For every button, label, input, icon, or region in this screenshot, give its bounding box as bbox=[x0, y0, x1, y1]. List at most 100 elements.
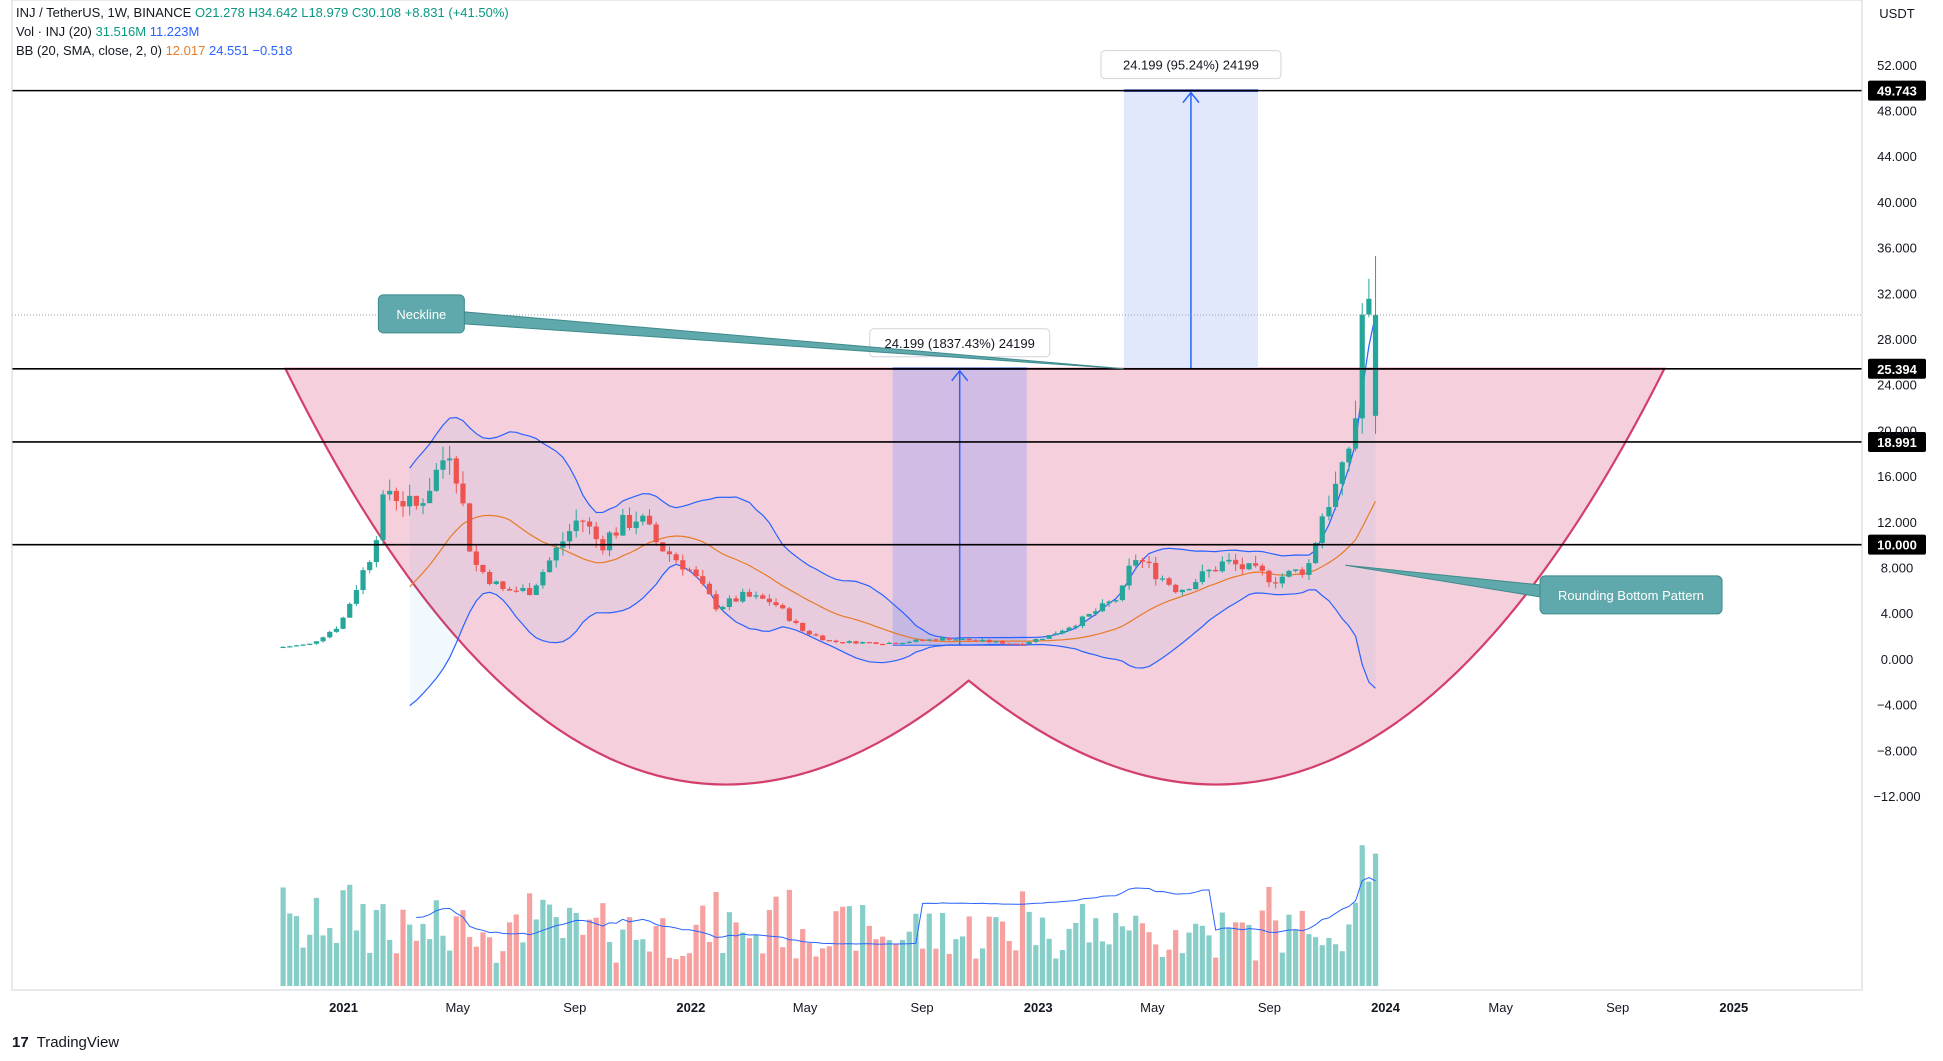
candle-body bbox=[593, 526, 599, 540]
volume-bar bbox=[913, 913, 919, 986]
measure-arrow-head-icon bbox=[1182, 91, 1200, 104]
volume-bar bbox=[673, 959, 679, 986]
bb-lower-value: −0.518 bbox=[252, 43, 293, 58]
candle-body bbox=[959, 638, 966, 641]
bb-upper-line bbox=[409, 314, 1377, 639]
candle-body bbox=[946, 637, 952, 640]
volume-bar bbox=[793, 958, 799, 986]
ohlc-close: C30.108 bbox=[351, 5, 401, 20]
tradingview-footer[interactable]: 17 TradingView bbox=[12, 1034, 119, 1051]
candle-body bbox=[440, 460, 446, 470]
symbol-label[interactable]: INJ / TetherUS, 1W, BINANCE bbox=[16, 5, 192, 20]
volume-bar bbox=[1239, 922, 1245, 986]
volume-bar bbox=[873, 939, 879, 986]
volume-bar bbox=[287, 913, 293, 986]
volume-bar bbox=[946, 953, 952, 986]
measure-label-box bbox=[1100, 50, 1282, 80]
currency-label: USDT bbox=[1879, 6, 1914, 21]
volume-bar bbox=[886, 940, 892, 986]
volume-bar bbox=[333, 943, 340, 986]
candle-body bbox=[1259, 565, 1265, 571]
volume-bar bbox=[1319, 945, 1325, 986]
candle-body bbox=[387, 490, 393, 495]
volume-bar bbox=[919, 948, 926, 986]
volume-bar bbox=[1173, 930, 1179, 986]
volume-bar bbox=[820, 948, 826, 986]
volume-bar bbox=[633, 939, 639, 986]
tradingview-logo-icon: 17 bbox=[12, 1034, 29, 1051]
candle-body bbox=[646, 515, 653, 525]
candle-body bbox=[1299, 569, 1305, 575]
candle-body bbox=[546, 560, 553, 573]
volume-bar bbox=[447, 950, 453, 986]
volume-bar bbox=[580, 934, 586, 986]
volume-bar bbox=[407, 924, 413, 986]
volume-bar bbox=[320, 935, 326, 986]
volume-bar bbox=[1166, 949, 1172, 986]
candle-body bbox=[300, 644, 306, 646]
volume-bar bbox=[840, 906, 846, 986]
candle-body bbox=[327, 631, 333, 638]
legend-symbol-row: INJ / TetherUS, 1W, BINANCE O21.278 H34.… bbox=[16, 3, 509, 22]
candle-body bbox=[393, 490, 399, 502]
volume-bar bbox=[1179, 953, 1185, 986]
y-tick-label: 36.000 bbox=[1877, 241, 1917, 256]
candle-body bbox=[1239, 564, 1245, 570]
candle-body bbox=[939, 637, 946, 641]
bb-lower-line bbox=[409, 563, 1376, 707]
volume-bar bbox=[806, 943, 812, 986]
volume-bar bbox=[1206, 935, 1212, 986]
volume-bar bbox=[413, 940, 419, 986]
volume-bar bbox=[1059, 950, 1066, 986]
volume-bar bbox=[693, 924, 699, 986]
candle-body bbox=[680, 560, 686, 570]
volume-bar bbox=[1246, 924, 1252, 986]
candle-body bbox=[733, 598, 739, 602]
legend-bb-row[interactable]: BB (20, SMA, close, 2, 0) 12.017 24.551 … bbox=[16, 41, 509, 60]
volume-bar bbox=[347, 884, 353, 986]
volume-bar bbox=[880, 936, 886, 986]
candle-body bbox=[1026, 641, 1032, 645]
volume-bar bbox=[1099, 941, 1106, 986]
candle-body bbox=[1286, 570, 1292, 577]
candle-body bbox=[373, 540, 379, 563]
candle-body bbox=[1013, 643, 1019, 645]
candle-body bbox=[1219, 561, 1225, 572]
y-tick-label: 24.000 bbox=[1877, 378, 1917, 393]
volume-bar bbox=[613, 962, 619, 986]
volume-bar bbox=[1346, 924, 1352, 986]
candle-body bbox=[1179, 589, 1185, 593]
volume-bar bbox=[626, 917, 633, 986]
candle-body bbox=[906, 641, 912, 644]
candle-body bbox=[1206, 569, 1212, 572]
measure-tools: 24.199 (1837.43%) 24199 24.199 (95.24%) 2… bbox=[869, 50, 1282, 646]
candle-body bbox=[720, 606, 726, 610]
y-tick-label: 4.000 bbox=[1881, 606, 1914, 621]
volume-bar bbox=[713, 891, 719, 986]
axes: USDT 52.000 48.000 44.000 40.000 36.000 32.000… bbox=[11, 0, 1921, 1015]
candle-body bbox=[986, 639, 992, 643]
candle-body bbox=[660, 542, 666, 552]
candle-body bbox=[840, 642, 846, 644]
candle-body bbox=[473, 551, 479, 565]
volume-bar bbox=[440, 935, 446, 986]
volume-bar bbox=[933, 948, 939, 986]
candle-body bbox=[1319, 516, 1325, 543]
volume-bar bbox=[900, 939, 906, 986]
candle-body bbox=[1233, 559, 1239, 565]
x-tick-label: May bbox=[793, 1000, 818, 1015]
legend-volume-row[interactable]: Vol · INJ (20) 31.516M 11.223M bbox=[16, 22, 509, 41]
candle-body bbox=[287, 646, 293, 648]
volume-bar bbox=[593, 917, 599, 986]
candle-body bbox=[773, 602, 779, 606]
candle-body bbox=[826, 640, 832, 642]
volume-bar bbox=[1253, 960, 1259, 986]
volume-bar bbox=[420, 923, 426, 986]
volume-bar bbox=[1213, 957, 1219, 986]
y-tick-label: −12.000 bbox=[1873, 789, 1920, 804]
candle-body bbox=[793, 620, 799, 623]
y-tick-label: 44.000 bbox=[1877, 149, 1917, 164]
candle-body bbox=[753, 595, 759, 597]
volume-bar bbox=[1039, 917, 1046, 986]
